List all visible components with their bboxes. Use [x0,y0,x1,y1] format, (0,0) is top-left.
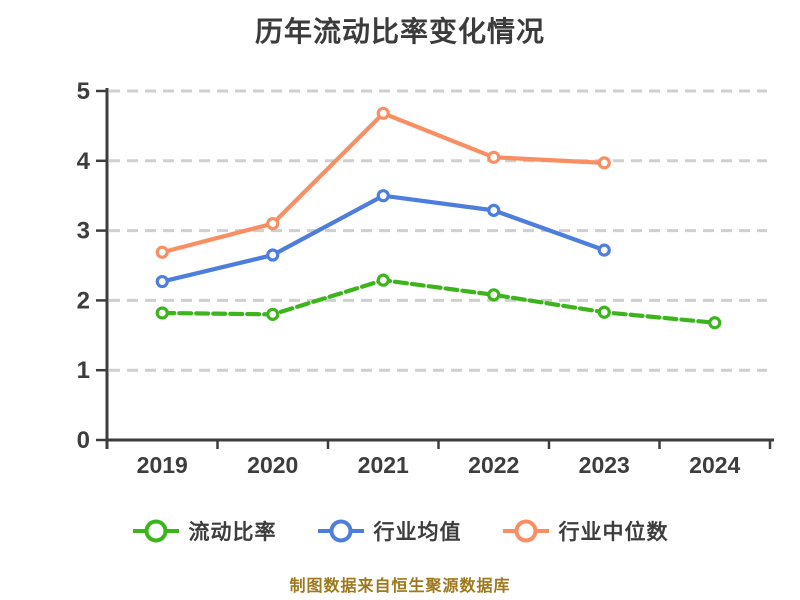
x-tick-label-2020: 2020 [247,452,298,478]
legend: 流动比率 行业均值 行业中位数 [0,516,800,546]
x-tick-label-2023: 2023 [579,452,630,478]
data-point-industry-median-2023 [597,156,611,170]
data-point-current-ratio-2021 [376,273,390,287]
data-point-current-ratio-2024 [708,316,722,330]
legend-marker-industry-average-icon [317,516,365,546]
x-tick-label-2021: 2021 [358,452,409,478]
legend-marker-current-ratio-icon [132,516,180,546]
data-point-industry-median-2019 [155,245,169,259]
legend-item-industry-median: 行业中位数 [502,516,669,546]
data-point-industry-average-2019 [155,274,169,289]
legend-label-current-ratio: 流动比率 [188,521,277,544]
data-point-industry-average-2021 [376,189,390,203]
chart-title: 历年流动比率变化情况 [254,16,545,47]
data-point-industry-median-2022 [487,150,501,164]
x-tick-label-2022: 2022 [468,452,519,478]
y-tick-label-0: 0 [77,427,90,454]
data-point-current-ratio-2023 [597,305,611,319]
x-tick-label-2019: 2019 [137,452,188,478]
y-tick-label-5: 5 [77,78,90,105]
y-tick-label-2: 2 [77,287,90,314]
x-tick-label-2024: 2024 [689,452,740,478]
data-point-industry-average-2022 [487,203,501,217]
legend-item-current-ratio: 流动比率 [132,516,277,546]
legend-label-industry-average: 行业均值 [373,521,462,544]
legend-item-industry-average: 行业均值 [317,516,462,546]
y-tick-label-4: 4 [77,148,91,175]
y-tick-label-1: 1 [77,357,90,384]
data-point-industry-median-2020 [266,217,280,231]
series-line-current-ratio [160,278,717,325]
data-point-industry-median-2021 [376,106,390,120]
data-point-industry-average-2023 [597,243,611,257]
legend-label-industry-median: 行业中位数 [558,521,669,544]
chart-footer-source: 制图数据来自恒生聚源数据库 [289,578,511,595]
data-point-current-ratio-2019 [155,306,169,320]
data-point-current-ratio-2022 [487,288,501,302]
legend-marker-industry-median-icon [502,516,550,546]
y-tick-label-3: 3 [77,218,90,245]
series-line-industry-average [160,193,607,284]
data-point-industry-average-2020 [266,248,280,262]
data-point-current-ratio-2020 [266,307,280,321]
